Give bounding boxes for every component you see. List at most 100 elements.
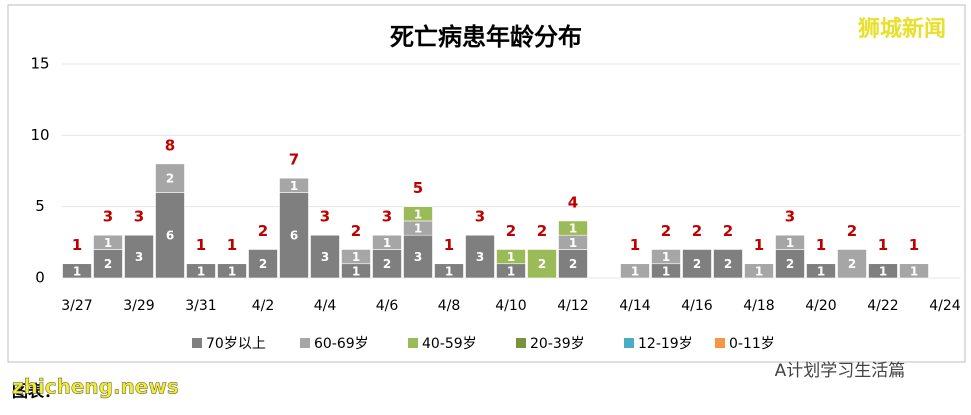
segment-label: 2 [569, 257, 577, 271]
legend-swatch [715, 338, 725, 348]
total-label: 2 [847, 222, 857, 240]
total-label: 3 [382, 208, 392, 226]
credit: 图表： [12, 382, 60, 401]
total-label: 7 [289, 151, 299, 169]
legend-label: 60-69岁 [314, 336, 369, 352]
legend-label: 40-59岁 [422, 336, 477, 352]
legend-swatch [516, 338, 526, 348]
x-tick-label: 4/6 [376, 298, 399, 314]
legend-label: 20-39岁 [530, 336, 585, 352]
segment-label: 1 [569, 236, 577, 250]
segment-label: 1 [445, 264, 453, 278]
bar-segment [248, 249, 278, 279]
total-label: 3 [320, 208, 330, 226]
x-tick-label: 4/8 [438, 298, 461, 314]
segment-label: 1 [352, 250, 360, 264]
segment-label: 1 [631, 264, 639, 278]
bar-segment [279, 177, 309, 193]
segment-label: 1 [352, 264, 360, 278]
segment-label: 1 [73, 264, 81, 278]
segment-label: 2 [724, 257, 732, 271]
x-tick-label: 4/16 [681, 298, 713, 314]
total-label: 1 [754, 236, 764, 254]
legend-swatch [408, 338, 418, 348]
x-tick-label: 3/31 [185, 298, 216, 314]
segment-label: 1 [569, 222, 577, 236]
total-label: 1 [878, 236, 888, 254]
segment-label: 3 [321, 250, 329, 264]
watermark: 狮城新闻 [858, 16, 946, 42]
bar-segment [310, 234, 340, 279]
segment-label: 2 [104, 257, 112, 271]
segment-label: 1 [383, 236, 391, 250]
x-tick-label: 4/22 [867, 298, 898, 314]
segment-label: 2 [383, 257, 391, 271]
bar-segment [775, 234, 805, 250]
y-tick-label: 0 [35, 269, 45, 287]
total-label: 4 [568, 193, 578, 211]
legend-swatch [624, 338, 634, 348]
segment-label: 2 [693, 257, 701, 271]
segment-label: 2 [786, 257, 794, 271]
total-label: 1 [909, 236, 919, 254]
segment-label: 1 [662, 264, 670, 278]
site-watermark: zhicheng.news [12, 375, 179, 399]
bar-segment [527, 249, 557, 279]
bar-segment [651, 249, 681, 265]
bar-segment [155, 192, 185, 279]
x-tick-label: 4/14 [619, 298, 651, 314]
total-label: 1 [444, 236, 454, 254]
y-tick-label: 5 [35, 197, 45, 215]
bar-segment [93, 249, 123, 279]
x-tick-label: 4/18 [743, 298, 774, 314]
segment-label: 1 [414, 207, 422, 221]
segment-label: 1 [910, 264, 918, 278]
x-tick-label: 4/20 [805, 298, 836, 314]
bar-segment [217, 263, 247, 279]
x-tick-label: 4/4 [314, 298, 337, 314]
bar-segment [186, 263, 216, 279]
segment-label: 2 [848, 257, 856, 271]
segment-label: 2 [538, 257, 546, 271]
segment-label: 3 [476, 250, 484, 264]
total-label: 2 [258, 222, 268, 240]
bar-segment [372, 234, 402, 250]
segment-label: 1 [228, 264, 236, 278]
legend-swatch [192, 338, 202, 348]
segment-label: 1 [104, 236, 112, 250]
segment-label: 2 [259, 257, 267, 271]
bar-segment [465, 234, 495, 279]
segment-label: 1 [197, 264, 205, 278]
segment-label: 3 [414, 250, 422, 264]
bar-segment [341, 249, 371, 265]
total-label: 2 [692, 222, 702, 240]
y-tick-label: 10 [30, 126, 49, 144]
segment-label: 1 [755, 264, 763, 278]
account-name: A计划学习生活篇 [775, 361, 906, 381]
x-tick-label: 4/12 [557, 298, 588, 314]
bar-segment [279, 192, 309, 279]
bar-segment [124, 234, 154, 279]
bar-segment [93, 234, 123, 250]
total-label: 3 [134, 208, 144, 226]
segment-label: 6 [290, 229, 298, 243]
bar-segment [713, 249, 743, 279]
bar-segment [620, 263, 650, 279]
x-tick-label: 4/10 [495, 298, 526, 314]
total-label: 1 [227, 236, 237, 254]
legend-label: 0-11岁 [729, 336, 775, 352]
total-label: 2 [506, 222, 516, 240]
segment-label: 1 [662, 250, 670, 264]
total-label: 3 [475, 208, 485, 226]
total-label: 1 [816, 236, 826, 254]
segment-label: 1 [817, 264, 825, 278]
total-label: 5 [413, 179, 423, 197]
total-label: 3 [785, 208, 795, 226]
segment-label: 1 [414, 222, 422, 236]
legend-swatch [300, 338, 310, 348]
bar-segment [372, 249, 402, 279]
segment-label: 6 [166, 229, 174, 243]
segment-label: 1 [507, 264, 515, 278]
total-label: 2 [537, 222, 547, 240]
